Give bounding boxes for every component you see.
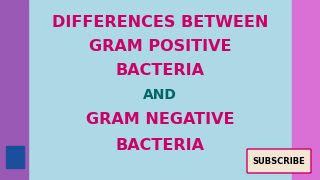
FancyBboxPatch shape [247, 149, 311, 173]
Text: BACTERIA: BACTERIA [116, 138, 204, 154]
Text: BACTERIA: BACTERIA [116, 62, 204, 78]
Text: GRAM POSITIVE: GRAM POSITIVE [89, 39, 231, 53]
Polygon shape [0, 0, 28, 180]
Text: GRAM NEGATIVE: GRAM NEGATIVE [86, 112, 234, 127]
Bar [28, 0, 292, 180]
Text: AND: AND [143, 88, 177, 102]
Text: SUBSCRIBE: SUBSCRIBE [252, 156, 305, 165]
Text: 👍: 👍 [10, 150, 18, 164]
Bar [6, 146, 24, 168]
Text: DIFFERENCES BETWEEN: DIFFERENCES BETWEEN [52, 15, 268, 30]
Polygon shape [292, 0, 320, 180]
